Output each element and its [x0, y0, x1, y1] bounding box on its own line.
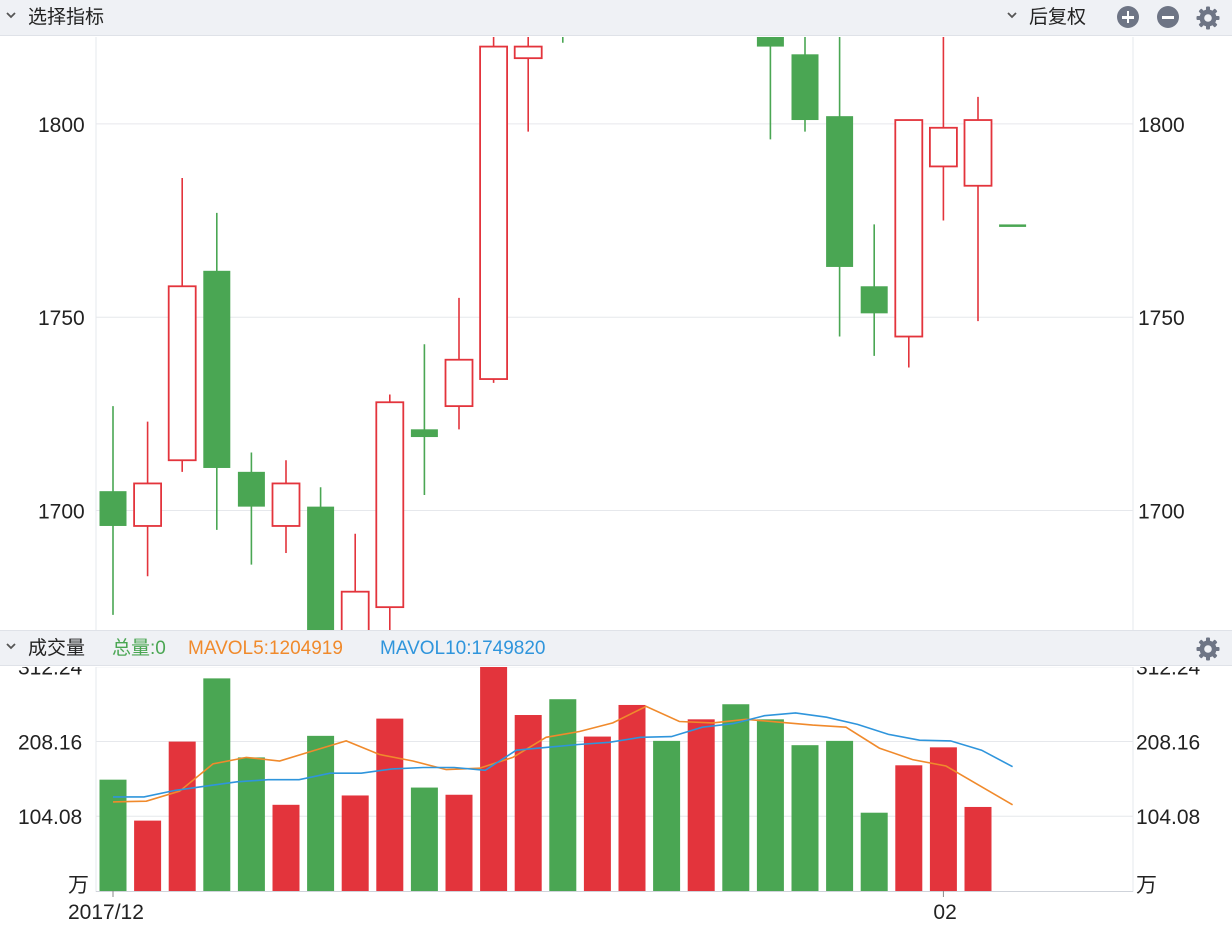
volume-unit-right: 万 — [1136, 874, 1157, 897]
y-tick-label-left: 1750 — [38, 307, 85, 330]
volume-bar[interactable] — [341, 795, 369, 891]
candle-body[interactable] — [410, 429, 438, 438]
mavol5-label: MAVOL5:1204919 — [188, 638, 343, 659]
indicator-select-button[interactable]: 选择指标 — [28, 7, 105, 28]
y-tick-label-left: 1700 — [38, 501, 85, 524]
volume-chart[interactable]: 104.08 104.08 208.16 208.16 312.24 312.24 万 万 20… — [0, 667, 1232, 930]
volume-bar[interactable] — [964, 806, 992, 891]
volume-bar[interactable] — [722, 704, 750, 891]
chevron-down-icon[interactable] — [1007, 10, 1017, 20]
candle-body[interactable] — [791, 54, 819, 121]
volume-bar[interactable] — [791, 745, 819, 891]
volume-bar[interactable] — [410, 787, 438, 891]
gear-icon[interactable] — [1195, 5, 1221, 31]
total-volume-label: 总量:0 — [112, 638, 166, 659]
candle-body[interactable] — [929, 126, 958, 168]
volume-tick-label-right: 312.24 — [1136, 667, 1201, 680]
candle-body[interactable] — [513, 45, 543, 60]
volume-unit-left: 万 — [68, 874, 89, 897]
volume-bar[interactable] — [756, 719, 784, 891]
volume-bar[interactable] — [895, 765, 923, 891]
zoom-out-icon[interactable] — [1157, 6, 1179, 28]
mavol10-line — [113, 712, 1013, 798]
y-tick-label-right: 1700 — [1138, 501, 1185, 524]
volume-indicator-bar: 成交量 总量:0 MAVOL5:1204919 MAVOL10:1749820 — [0, 630, 1232, 666]
candlestick-chart[interactable]: 1650165017001700175017501800180018501850… — [0, 37, 1232, 630]
candle-body[interactable] — [167, 285, 197, 462]
volume-bar[interactable] — [583, 736, 611, 891]
volume-bar[interactable] — [653, 740, 681, 891]
volume-bar[interactable] — [445, 794, 473, 891]
volume-bar[interactable] — [237, 757, 265, 891]
candle-body[interactable] — [203, 270, 231, 468]
candle-body[interactable] — [479, 45, 509, 380]
volume-bar[interactable] — [860, 812, 888, 891]
price-adjust-dropdown[interactable]: 后复权 — [1029, 7, 1087, 28]
volume-tick-label-right: 208.16 — [1136, 731, 1200, 754]
candle-body[interactable] — [756, 37, 784, 47]
volume-bar[interactable] — [480, 667, 508, 891]
volume-bar[interactable] — [826, 740, 854, 891]
chevron-down-icon[interactable] — [6, 641, 16, 651]
volume-bar[interactable] — [549, 699, 577, 891]
gear-icon[interactable] — [1195, 636, 1221, 662]
volume-tick-label-right: 104.08 — [1136, 806, 1200, 829]
volume-bar[interactable] — [376, 718, 404, 891]
volume-title[interactable]: 成交量 — [28, 638, 86, 659]
candle-body[interactable] — [99, 491, 127, 526]
candle-body[interactable] — [375, 401, 405, 609]
chevron-down-icon[interactable] — [6, 10, 16, 20]
volume-bar[interactable] — [307, 735, 335, 891]
y-tick-label-left: 1800 — [38, 114, 85, 137]
candle-body[interactable] — [237, 471, 265, 507]
volume-bar[interactable] — [99, 779, 127, 891]
volume-bar[interactable] — [929, 747, 957, 891]
volume-bar[interactable] — [514, 715, 542, 891]
indicator-toolbar: 选择指标 后复权 — [0, 0, 1232, 36]
candle-body[interactable] — [133, 482, 163, 527]
candle-body[interactable] — [271, 482, 301, 527]
y-tick-label-right: 1800 — [1138, 114, 1185, 137]
mavol10-label: MAVOL10:1749820 — [380, 638, 546, 659]
zoom-in-icon[interactable] — [1117, 6, 1139, 28]
volume-bar[interactable] — [687, 719, 715, 891]
candle-body[interactable] — [860, 286, 888, 314]
volume-tick-label-left: 208.16 — [18, 731, 82, 754]
candle-body[interactable] — [307, 506, 335, 630]
mavol5-line — [112, 705, 1014, 806]
candle-body[interactable] — [963, 119, 993, 187]
volume-bar[interactable] — [168, 741, 196, 891]
candle-body[interactable] — [894, 119, 924, 338]
candle-body[interactable] — [340, 590, 370, 630]
volume-bar[interactable] — [272, 804, 300, 891]
x-tick-label: 2017/12 — [68, 901, 144, 924]
volume-tick-label-left: 104.08 — [18, 806, 82, 829]
candle-body[interactable] — [826, 116, 854, 267]
volume-bar[interactable] — [134, 820, 162, 891]
candle-body[interactable] — [444, 358, 474, 408]
y-tick-label-right: 1750 — [1138, 307, 1185, 330]
candle-body[interactable] — [999, 224, 1027, 227]
x-tick-label: 02 — [933, 901, 956, 924]
volume-tick-label-left: 312.24 — [18, 667, 83, 680]
volume-bar[interactable] — [618, 704, 646, 891]
